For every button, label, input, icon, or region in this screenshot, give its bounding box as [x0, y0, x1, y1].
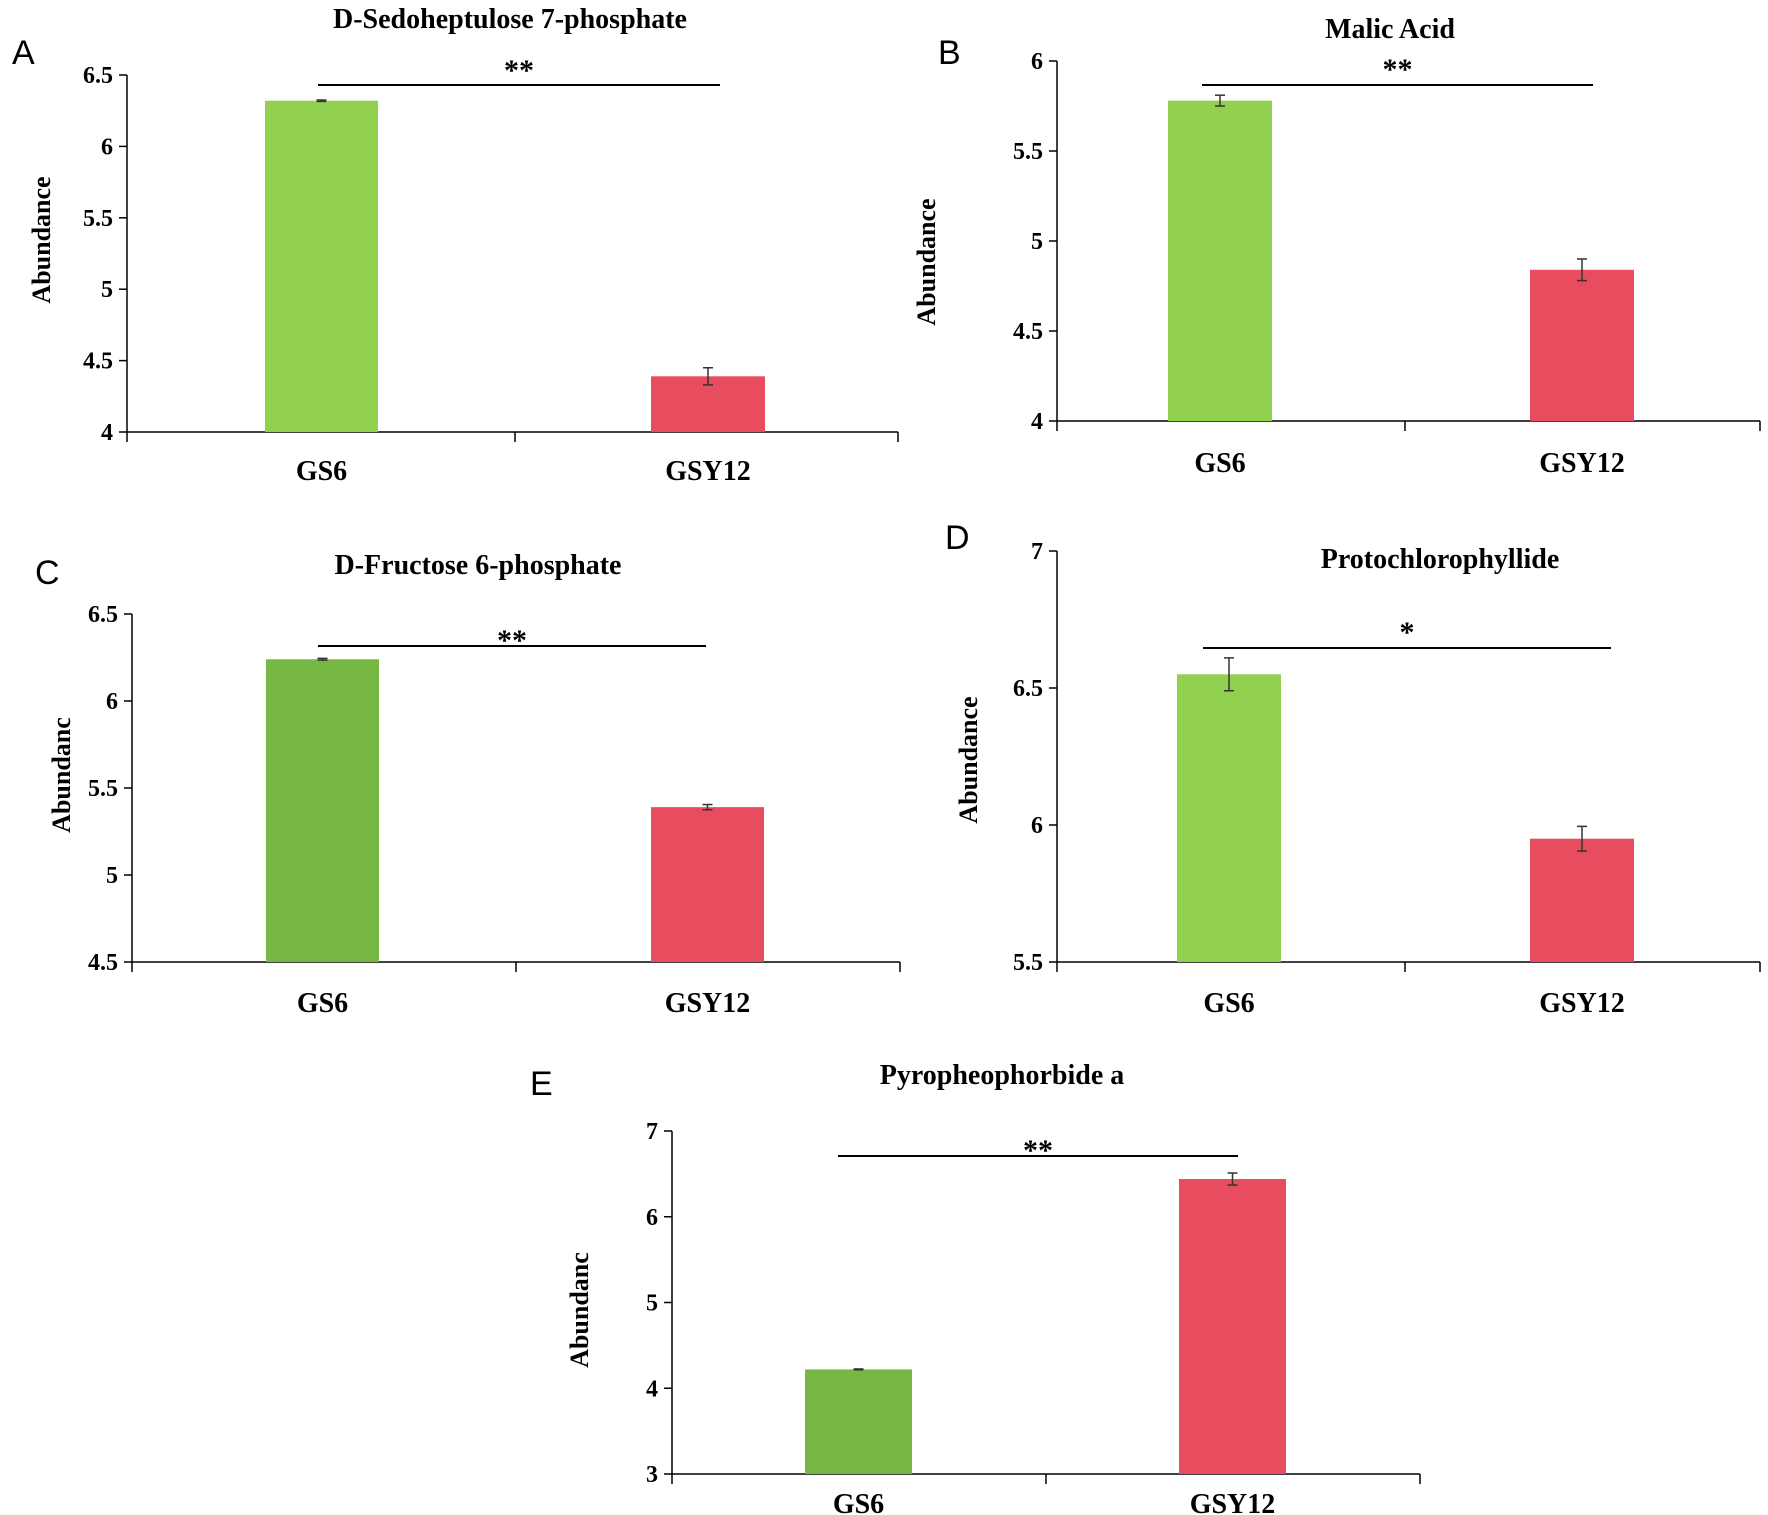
chart-panel-d: D Protochlorophyllide Abundance 5.5 6 6.5 7 GS6…: [945, 519, 1761, 1019]
significance-marker: **: [504, 54, 534, 87]
chart-title: Pyropheophorbide a: [880, 1060, 1125, 1091]
y-tick-label: 3: [646, 1462, 658, 1488]
y-tick-label: 4.5: [83, 349, 113, 375]
panel-letter: E: [530, 1065, 553, 1103]
bar-gsy12: [651, 807, 764, 962]
x-category-label: GS6: [1203, 988, 1254, 1019]
x-category-label: GSY12: [1190, 1489, 1276, 1515]
y-tick-label: 5.5: [1013, 139, 1043, 165]
x-category-label: GSY12: [1539, 988, 1625, 1019]
y-tick-label: 6: [646, 1205, 658, 1231]
significance-marker: **: [497, 624, 527, 657]
y-tick-label: 6: [101, 134, 113, 160]
chart-panel-a: A D-Sedoheptulose 7-phosphate Abundance 4 4.…: [12, 4, 899, 487]
bar-gsy12: [1179, 1179, 1286, 1474]
bar-gs6: [805, 1369, 912, 1474]
y-tick-label: 5: [646, 1291, 658, 1317]
x-category-label: GS6: [296, 456, 347, 487]
y-tick-label: 5.5: [88, 776, 118, 802]
panel-letter: C: [35, 554, 60, 592]
x-category-label: GSY12: [665, 988, 751, 1019]
bar-gs6: [266, 659, 379, 962]
bar-gsy12: [1530, 838, 1634, 962]
bar-gs6: [1168, 100, 1272, 421]
x-category-label: GS6: [1194, 448, 1245, 479]
chart-panel-b: B Malic Acid Abundance 4 4.5 5 5.5 6 GS6 GSY12 **: [912, 14, 1761, 479]
significance-marker: **: [1383, 53, 1413, 86]
chart-title: Protochlorophyllide: [1321, 544, 1560, 575]
chart-title: Malic Acid: [1325, 14, 1455, 45]
bar-gsy12: [1530, 269, 1634, 421]
chart-panel-e: E Pyropheophorbide a Abundanc 3 4 5 6 7 GS6 GSY12…: [530, 1060, 1421, 1515]
bar-gs6: [1177, 674, 1281, 962]
y-tick-label: 5.5: [1013, 950, 1043, 976]
y-axis-label: Abundance: [912, 198, 941, 325]
panel-letter: B: [938, 34, 961, 72]
chart-panel-c: C D-Fructose 6-phosphate Abundanc 4.5 5 5.5 6 6…: [35, 550, 901, 1019]
y-tick-label: 7: [646, 1119, 658, 1145]
y-axis-label: Abundanc: [565, 1252, 594, 1368]
y-tick-label: 5.5: [83, 206, 113, 232]
x-category-label: GS6: [833, 1489, 884, 1515]
x-category-label: GSY12: [1539, 448, 1625, 479]
y-tick-label: 4: [646, 1376, 658, 1402]
panel-letter: D: [945, 519, 970, 557]
x-category-label: GSY12: [665, 456, 751, 487]
panel-letter: A: [12, 34, 35, 72]
y-tick-label: 6: [1031, 813, 1043, 839]
y-tick-label: 6.5: [83, 63, 113, 89]
y-tick-label: 5: [106, 863, 118, 889]
chart-title: D-Sedoheptulose 7-phosphate: [333, 4, 687, 35]
y-tick-label: 4.5: [88, 950, 118, 976]
y-tick-label: 4: [1031, 409, 1043, 435]
y-tick-label: 6.5: [1013, 676, 1043, 702]
y-tick-label: 4: [101, 420, 113, 446]
chart-title: D-Fructose 6-phosphate: [335, 550, 622, 581]
y-tick-label: 4.5: [1013, 319, 1043, 345]
y-tick-label: 7: [1031, 539, 1043, 565]
y-tick-label: 5: [101, 277, 113, 303]
y-tick-label: 6: [1031, 49, 1043, 75]
y-tick-label: 6.5: [88, 602, 118, 628]
significance-marker: **: [1023, 1134, 1053, 1167]
bar-gs6: [265, 100, 378, 432]
y-tick-label: 6: [106, 689, 118, 715]
y-axis-label: Abundance: [27, 176, 56, 303]
significance-marker: *: [1400, 616, 1415, 649]
y-axis-label: Abundanc: [47, 717, 76, 833]
y-tick-label: 5: [1031, 229, 1043, 255]
x-category-label: GS6: [297, 988, 348, 1019]
y-axis-label: Abundance: [954, 696, 983, 823]
